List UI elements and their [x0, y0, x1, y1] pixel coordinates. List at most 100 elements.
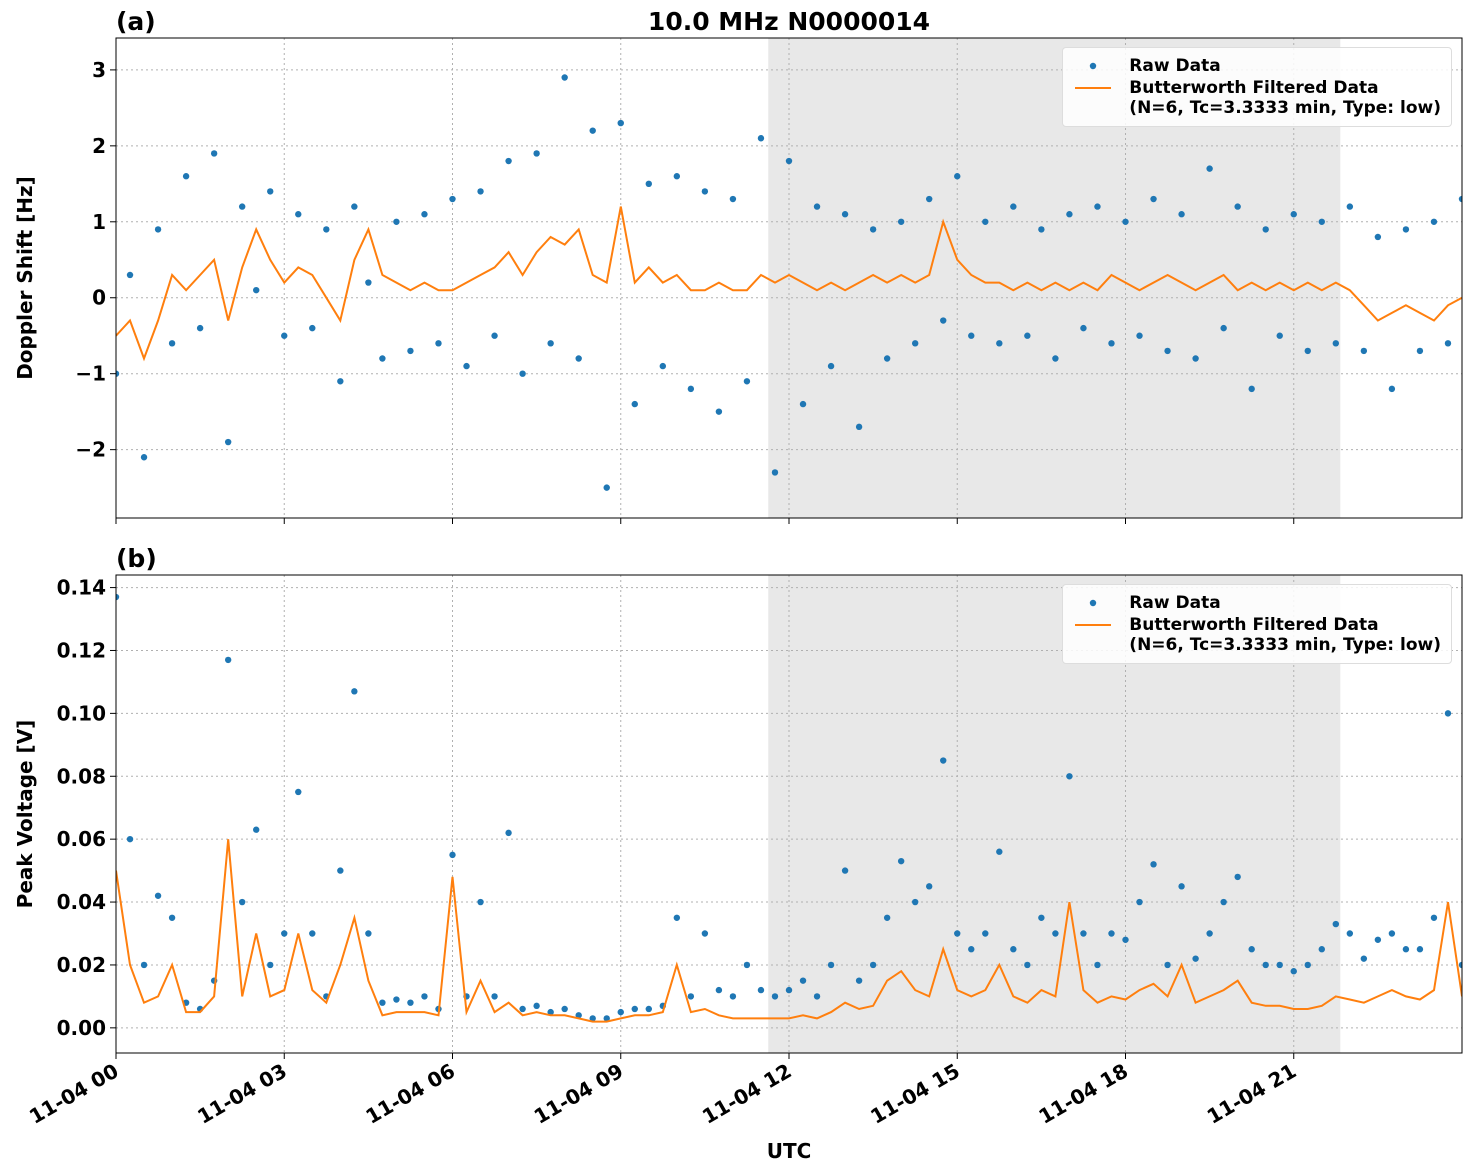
- raw-point: [210, 150, 218, 157]
- raw-point: [1164, 961, 1171, 969]
- raw-point: [1262, 961, 1269, 969]
- raw-point: [589, 1015, 596, 1022]
- raw-point: [1290, 968, 1297, 975]
- raw-point: [295, 211, 302, 218]
- raw-point: [926, 195, 933, 203]
- x-axis-label: UTC: [767, 1139, 812, 1163]
- raw-point: [1206, 165, 1213, 172]
- raw-point: [491, 332, 498, 339]
- x-tick-label: 11-04 15: [866, 1059, 964, 1129]
- raw-point: [1458, 961, 1462, 969]
- raw-point: [561, 74, 568, 81]
- raw-point: [1332, 340, 1340, 347]
- raw-point: [1248, 385, 1255, 393]
- raw-point: [701, 188, 709, 195]
- raw-point: [771, 469, 779, 476]
- raw-point: [1094, 203, 1101, 210]
- raw-point: [1010, 203, 1017, 210]
- raw-point: [926, 883, 933, 890]
- y-tick-label: 0.02: [57, 953, 106, 977]
- raw-point: [533, 1002, 540, 1010]
- raw-point: [224, 438, 232, 446]
- legend: Raw Data Butterworth Filtered Data (N=6, …: [1062, 584, 1452, 664]
- raw-point: [1402, 226, 1410, 233]
- raw-point: [407, 999, 414, 1006]
- raw-point: [253, 286, 260, 294]
- raw-point: [813, 203, 821, 210]
- raw-point: [1332, 920, 1340, 928]
- raw-point: [1178, 883, 1185, 890]
- raw-point: [575, 355, 582, 362]
- raw-point: [603, 1015, 610, 1022]
- raw-point: [813, 993, 821, 1000]
- legend: Raw Data Butterworth Filtered Data (N=6, …: [1062, 47, 1452, 127]
- raw-point: [743, 961, 751, 969]
- raw-point: [996, 340, 1003, 347]
- legend-key: [1073, 56, 1113, 76]
- raw-point: [968, 332, 975, 339]
- raw-point: [449, 851, 456, 859]
- raw-point: [673, 914, 681, 921]
- raw-point: [757, 135, 765, 142]
- raw-point: [224, 656, 232, 664]
- raw-point: [126, 271, 134, 279]
- raw-point: [841, 211, 849, 218]
- raw-point: [827, 362, 835, 370]
- legend-marker: [1090, 62, 1097, 70]
- raw-point: [1262, 226, 1269, 233]
- y-tick-label: 0.12: [57, 638, 106, 662]
- raw-point: [1122, 218, 1129, 225]
- raw-point: [982, 218, 989, 225]
- x-tick-label: 11-04 21: [1203, 1059, 1301, 1129]
- raw-point: [617, 1008, 624, 1016]
- axes-frame: [115, 37, 1463, 519]
- raw-point: [855, 977, 863, 984]
- raw-point: [281, 332, 288, 339]
- raw-point: [1276, 961, 1283, 969]
- y-tick-label: 0.00: [57, 1016, 106, 1040]
- raw-point: [154, 226, 162, 233]
- raw-point: [968, 946, 975, 953]
- raw-point: [715, 408, 723, 415]
- raw-point: [1430, 218, 1438, 225]
- raw-point: [1220, 898, 1227, 906]
- raw-point: [281, 930, 288, 937]
- y-tick-label: 0: [92, 286, 106, 310]
- legend-key: [1073, 593, 1113, 613]
- raw-point: [1052, 355, 1059, 362]
- raw-point: [1416, 347, 1424, 355]
- raw-point: [897, 857, 905, 865]
- raw-point: [1388, 930, 1396, 937]
- legend-item: Butterworth Filtered Data (N=6, Tc=3.333…: [1073, 615, 1441, 655]
- raw-point: [463, 362, 470, 370]
- raw-point: [547, 1008, 554, 1016]
- raw-point: [182, 173, 190, 180]
- y-tick-label: −1: [75, 362, 106, 386]
- raw-point: [238, 203, 246, 210]
- raw-point: [116, 593, 120, 601]
- raw-point: [715, 986, 723, 994]
- raw-point: [1458, 195, 1462, 203]
- raw-point: [841, 867, 849, 874]
- legend-key-icon: [1090, 599, 1097, 607]
- raw-point: [1010, 946, 1017, 953]
- raw-point: [351, 688, 358, 695]
- raw-point: [337, 867, 344, 874]
- raw-point: [505, 829, 512, 837]
- raw-point: [617, 119, 624, 127]
- raw-point: [883, 355, 891, 362]
- raw-point: [1024, 961, 1031, 969]
- raw-point: [1206, 930, 1213, 937]
- raw-point: [883, 914, 891, 921]
- raw-point: [309, 930, 316, 937]
- raw-point: [1402, 946, 1410, 953]
- raw-point: [1192, 955, 1199, 962]
- raw-point: [1304, 961, 1311, 969]
- raw-point: [631, 400, 638, 408]
- raw-point: [519, 1005, 526, 1013]
- panel-label: (b): [116, 544, 157, 573]
- panel-label: (a): [116, 7, 156, 36]
- raw-point: [743, 378, 751, 385]
- raw-point: [168, 914, 176, 921]
